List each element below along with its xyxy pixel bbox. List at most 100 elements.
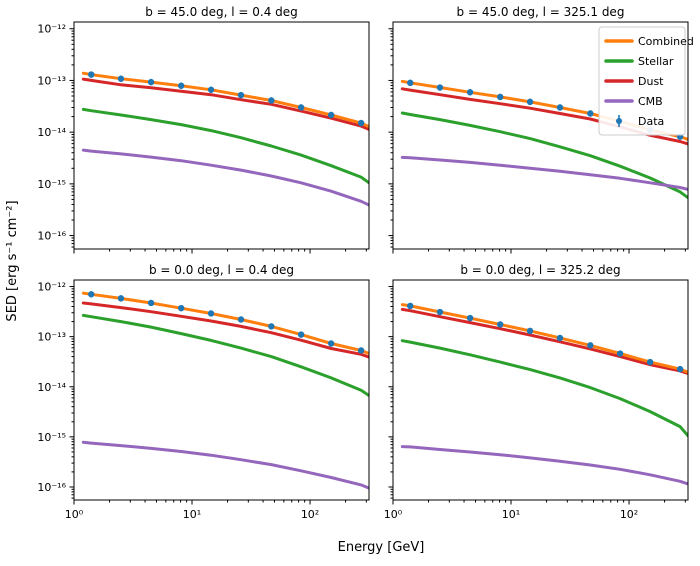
data-point-marker <box>88 291 95 298</box>
curves-bottom-right <box>400 303 688 486</box>
y-tick-label: 10⁻¹² <box>37 23 66 36</box>
data-point-marker <box>297 331 305 338</box>
y-tick-label: 10⁻¹⁵ <box>37 178 66 191</box>
data-point-marker <box>497 321 504 328</box>
data-point-marker <box>357 347 365 354</box>
panel-title-bottom-left: b = 0.0 deg, l = 0.4 deg <box>149 263 294 277</box>
curve-cmb-top-right <box>400 155 688 191</box>
legend-entry-data: Data <box>616 115 664 128</box>
legend-label: CMB <box>638 95 663 108</box>
data-point-marker <box>357 119 365 127</box>
panel-spines <box>392 21 689 250</box>
legend-label: Data <box>638 115 664 128</box>
data-point-marker <box>646 358 654 366</box>
panel-bottom-left: b = 0.0 deg, l = 0.4 deg 10⁻¹² 10⁻¹³ 10⁻¹⁴ 1… <box>37 263 370 521</box>
legend-label: Dust <box>638 75 664 88</box>
data-point-marker <box>587 342 594 349</box>
data-point-marker <box>207 86 215 93</box>
curve-combined-bottom-right <box>400 303 688 374</box>
curve-cmb-top-left <box>81 148 369 207</box>
panel-spines <box>73 279 370 501</box>
data-point-marker <box>88 71 95 78</box>
curve-stellar-bottom-left <box>81 313 369 397</box>
y-tick-label: 10⁻¹⁴ <box>37 381 66 394</box>
curve-stellar-top-left <box>81 107 369 185</box>
data-point-marker <box>466 314 474 322</box>
panel-top-left: b = 45.0 deg, l = 0.4 deg 10⁻¹² 10⁻¹³ 10⁻¹⁴… <box>37 5 370 254</box>
data-point-marker <box>407 79 414 87</box>
y-tick-label: 10⁻¹⁶ <box>37 230 66 243</box>
y-tick-label: 10⁻¹⁴ <box>37 126 66 139</box>
curve-stellar-top-right <box>400 111 688 200</box>
data-point-marker <box>237 91 245 99</box>
x-axis-label: Energy [GeV] <box>338 540 425 555</box>
data-point-marker <box>117 295 125 302</box>
x-tick-label: 10¹ <box>502 508 520 521</box>
data-point-marker <box>556 334 564 342</box>
x-tick-label: 10⁰ <box>384 508 403 521</box>
axis-ticks <box>69 28 367 254</box>
y-axis-label: SED [erg s⁻¹ cm⁻²] <box>5 200 20 321</box>
data-point-marker <box>556 104 564 111</box>
curve-stellar-bottom-right <box>400 339 688 438</box>
curve-dust-top-right <box>400 87 688 146</box>
panel-title-bottom-right: b = 0.0 deg, l = 325.2 deg <box>460 263 620 277</box>
data-point-marker <box>407 302 414 310</box>
legend: Combined Stellar Dust CMB Data <box>598 26 694 136</box>
data-point-marker <box>526 327 534 335</box>
legend-entry-stellar: Stellar <box>604 55 674 68</box>
data-point-marker <box>117 75 125 82</box>
y-tick-label: 10⁻¹⁵ <box>37 431 66 444</box>
data-point-marker <box>466 89 474 96</box>
curve-combined-top-left <box>81 71 369 129</box>
data-point-marker <box>327 111 335 119</box>
y-tick-label: 10⁻¹⁶ <box>37 481 66 494</box>
data-point-marker <box>587 110 594 117</box>
data-point-marker <box>297 104 305 111</box>
legend-box <box>598 26 686 136</box>
x-tick-label: 10¹ <box>183 508 201 521</box>
curves-top-left <box>81 71 369 207</box>
y-tick-label: 10⁻¹³ <box>37 331 66 344</box>
x-tick-label: 10² <box>301 508 319 521</box>
legend-marker-swatch <box>616 118 622 124</box>
data-point-marker <box>526 98 534 106</box>
legend-label: Combined <box>638 35 694 48</box>
curve-cmb-bottom-right <box>400 445 688 486</box>
curves-bottom-left <box>81 291 369 490</box>
data-point-marker <box>178 304 185 312</box>
data-points-top-left <box>88 71 365 127</box>
data-points-bottom-left <box>88 291 365 354</box>
data-point-marker <box>207 310 215 317</box>
legend-label: Stellar <box>638 55 674 68</box>
data-point-marker <box>436 84 444 91</box>
panel-title-top-left: b = 45.0 deg, l = 0.4 deg <box>145 5 298 19</box>
data-point-marker <box>147 299 155 307</box>
data-point-marker <box>147 78 155 86</box>
x-tick-label: 10² <box>620 508 638 521</box>
data-point-marker <box>497 93 504 101</box>
x-tick-label: 10⁰ <box>65 508 84 521</box>
panel-spines <box>392 279 689 501</box>
curve-dust-bottom-right <box>400 307 688 375</box>
data-point-marker <box>268 323 275 330</box>
panel-spines <box>73 21 370 250</box>
data-point-marker <box>436 308 444 316</box>
legend-entry-cmb: CMB <box>604 95 663 108</box>
data-point-marker <box>327 340 335 347</box>
data-point-marker <box>268 97 275 104</box>
data-point-marker <box>237 316 245 323</box>
curve-dust-top-left <box>81 77 369 131</box>
data-point-marker <box>616 350 624 357</box>
panel-top-right: b = 45.0 deg, l = 325.1 deg Combined Stell… <box>388 5 694 254</box>
data-point-marker <box>676 365 684 373</box>
y-tick-label: 10⁻¹³ <box>37 74 66 87</box>
data-point-marker <box>178 82 185 89</box>
curve-combined-bottom-left <box>81 291 369 355</box>
legend-entry-combined: Combined <box>604 35 694 48</box>
panel-title-top-right: b = 45.0 deg, l = 325.1 deg <box>457 5 625 19</box>
curve-dust-bottom-left <box>81 301 369 359</box>
y-tick-label: 10⁻¹² <box>37 281 66 294</box>
legend-entry-dust: Dust <box>604 75 664 88</box>
